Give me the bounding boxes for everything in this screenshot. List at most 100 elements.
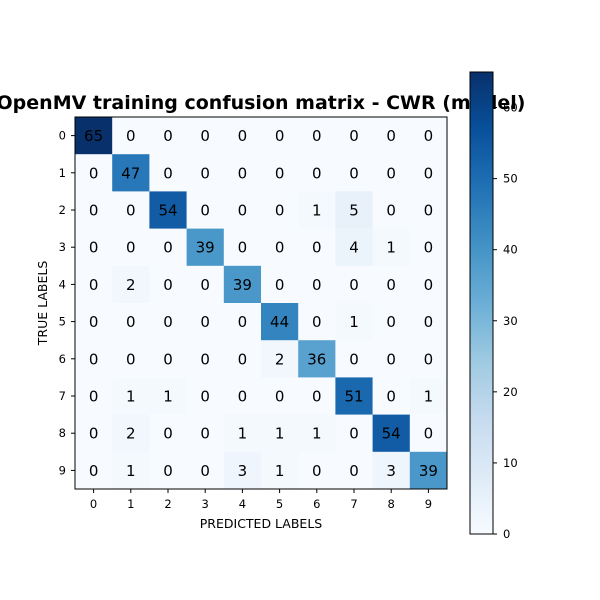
heatmap-cell (112, 228, 150, 267)
x-tick-label: 0 (90, 497, 97, 511)
cell-value-label: 0 (200, 313, 210, 331)
y-tick-label: 8 (59, 426, 66, 440)
cell-value-label: 0 (238, 127, 248, 145)
cell-value-label: 0 (89, 164, 99, 182)
heatmap-cell (261, 154, 299, 192)
cell-value-label: 0 (349, 276, 359, 294)
cell-value-label: 1 (275, 425, 285, 443)
cell-value-label: 0 (386, 388, 396, 406)
heatmap-cell (186, 154, 225, 192)
heatmap-cell (372, 117, 411, 155)
heatmap-cell (186, 228, 225, 267)
heatmap-cell (186, 340, 225, 378)
cell-value-label: 0 (424, 239, 434, 257)
plot-frame (74, 116, 448, 490)
heatmap-cell (112, 414, 150, 453)
x-tick-label: 1 (127, 497, 134, 511)
cell-value-label: 0 (386, 313, 396, 331)
heatmap-cell (223, 228, 262, 267)
heatmap-cell (261, 303, 299, 341)
cell-value-label: 0 (424, 164, 434, 182)
cell-value-label: 0 (89, 313, 99, 331)
heatmap-cell (149, 265, 187, 304)
cell-value-label: 0 (238, 164, 248, 182)
heatmap-cell (372, 265, 411, 304)
heatmap-cell (75, 303, 113, 341)
cell-value-label: 44 (270, 313, 289, 331)
cell-value-label: 0 (163, 350, 173, 368)
cell-value-label: 0 (126, 127, 136, 145)
colorbar-tick-label: 20 (503, 385, 518, 399)
cell-value-label: 0 (312, 276, 322, 294)
heatmap-cell (112, 265, 150, 304)
heatmap-cell (298, 303, 336, 341)
cell-value-label: 0 (238, 239, 248, 257)
cell-value-label: 0 (424, 425, 434, 443)
cell-value-label: 5 (349, 202, 359, 220)
heatmap-cell (372, 154, 411, 192)
cell-value-label: 3 (386, 462, 396, 480)
cell-value-label: 0 (312, 313, 322, 331)
heatmap-cell (409, 191, 448, 229)
heatmap-cell (335, 191, 373, 229)
cell-value-label: 0 (89, 239, 99, 257)
cell-value-label: 0 (349, 127, 359, 145)
y-axis-label: TRUE LABELS (35, 261, 50, 347)
heatmap-cell (261, 228, 299, 267)
heatmap-cell (75, 154, 113, 192)
x-tick-label: 9 (425, 497, 432, 511)
heatmap-cell (112, 377, 150, 415)
cell-value-label: 1 (126, 388, 136, 406)
heatmap-cell (223, 451, 262, 490)
heatmap-cell (112, 191, 150, 229)
cell-value-label: 1 (312, 202, 322, 220)
heatmap-cell (298, 340, 336, 378)
heatmap-cell (409, 228, 448, 267)
cell-value-label: 47 (121, 164, 140, 182)
cell-value-label: 0 (349, 425, 359, 443)
heatmap-cell (149, 414, 187, 453)
heatmap-cell (372, 303, 411, 341)
cell-value-label: 0 (386, 276, 396, 294)
cell-value-label: 0 (238, 202, 248, 220)
cell-value-label: 0 (163, 164, 173, 182)
heatmap-cell (409, 414, 448, 453)
heatmap-cell (298, 451, 336, 490)
cell-value-label: 0 (312, 239, 322, 257)
cell-value-label: 0 (275, 164, 285, 182)
cell-value-label: 54 (382, 425, 401, 443)
heatmap-cell (223, 414, 262, 453)
heatmap-cell (372, 228, 411, 267)
heatmap-cell (223, 154, 262, 192)
heatmap-cell (409, 377, 448, 415)
cell-value-label: 0 (89, 462, 99, 480)
y-tick-label: 3 (59, 240, 66, 254)
x-tick-label: 7 (350, 497, 357, 511)
colorbar-tick-label: 0 (503, 527, 510, 541)
cell-value-label: 0 (163, 239, 173, 257)
y-axis-ticks: 0 1 2 3 4 5 6 7 8 9 (59, 129, 75, 477)
cell-value-label: 0 (424, 202, 434, 220)
cell-value-label: 1 (238, 425, 248, 443)
heatmap-cell (149, 303, 187, 341)
heatmap-cell (372, 191, 411, 229)
x-axis-label: PREDICTED LABELS (200, 516, 323, 531)
cell-value-label: 0 (163, 127, 173, 145)
cell-value-label: 0 (163, 313, 173, 331)
cell-value-label: 0 (275, 127, 285, 145)
heatmap-cell (223, 303, 262, 341)
cell-value-label: 0 (163, 462, 173, 480)
heatmap-cell (186, 191, 225, 229)
cell-value-label: 0 (89, 388, 99, 406)
cell-value-label: 0 (238, 350, 248, 368)
heatmap-cell (298, 117, 336, 155)
y-tick-label: 1 (59, 166, 66, 180)
cell-value-label: 0 (275, 202, 285, 220)
heatmap-cell (298, 191, 336, 229)
heatmap-cell (186, 377, 225, 415)
cell-value-label: 0 (126, 239, 136, 257)
cell-value-label: 0 (349, 462, 359, 480)
cell-value-label: 4 (349, 239, 359, 257)
heatmap-cell (223, 191, 262, 229)
